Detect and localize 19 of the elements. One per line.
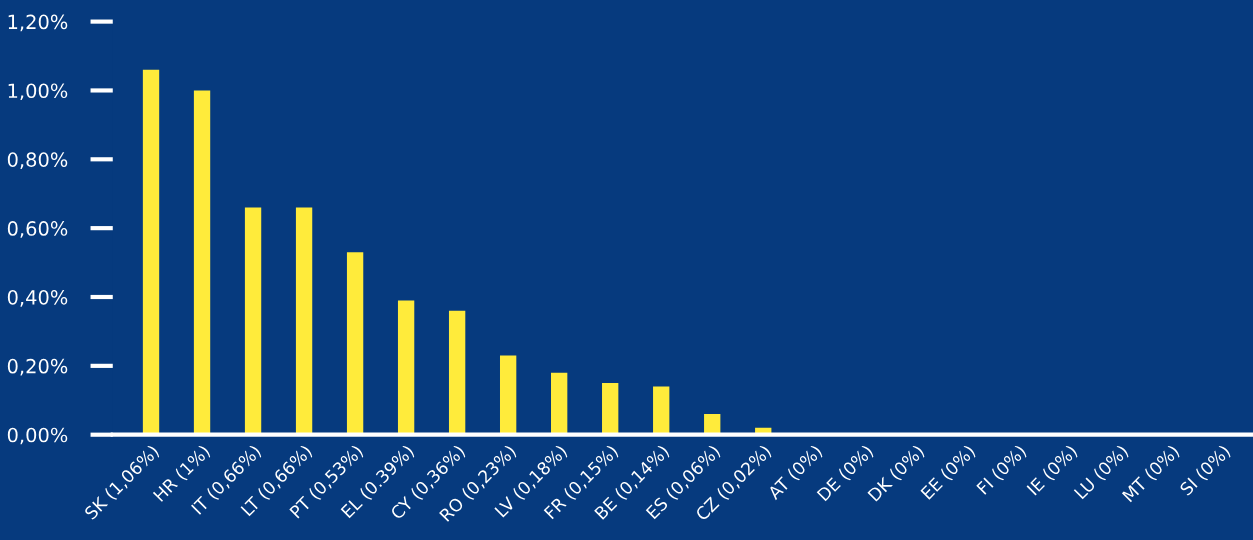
y-tick-label: 0,40% [7, 289, 68, 307]
bar [295, 207, 313, 435]
bar [653, 386, 670, 435]
bar [397, 300, 415, 435]
bar [244, 207, 262, 435]
bar [551, 372, 568, 435]
y-tick-label: 0,00% [7, 427, 68, 445]
y-tick-label: 0,20% [7, 358, 68, 376]
y-tick-label: 1,00% [8, 83, 68, 101]
bar [346, 252, 364, 435]
bar [704, 414, 721, 435]
bar [193, 90, 211, 435]
bar [499, 355, 517, 435]
bar [142, 69, 160, 435]
y-tick-label: 0,60% [7, 221, 68, 238]
y-tick-label: 0,80% [7, 152, 68, 169]
y-tick-label: 1,20% [8, 14, 68, 32]
bar [602, 383, 619, 435]
bar [448, 310, 466, 435]
